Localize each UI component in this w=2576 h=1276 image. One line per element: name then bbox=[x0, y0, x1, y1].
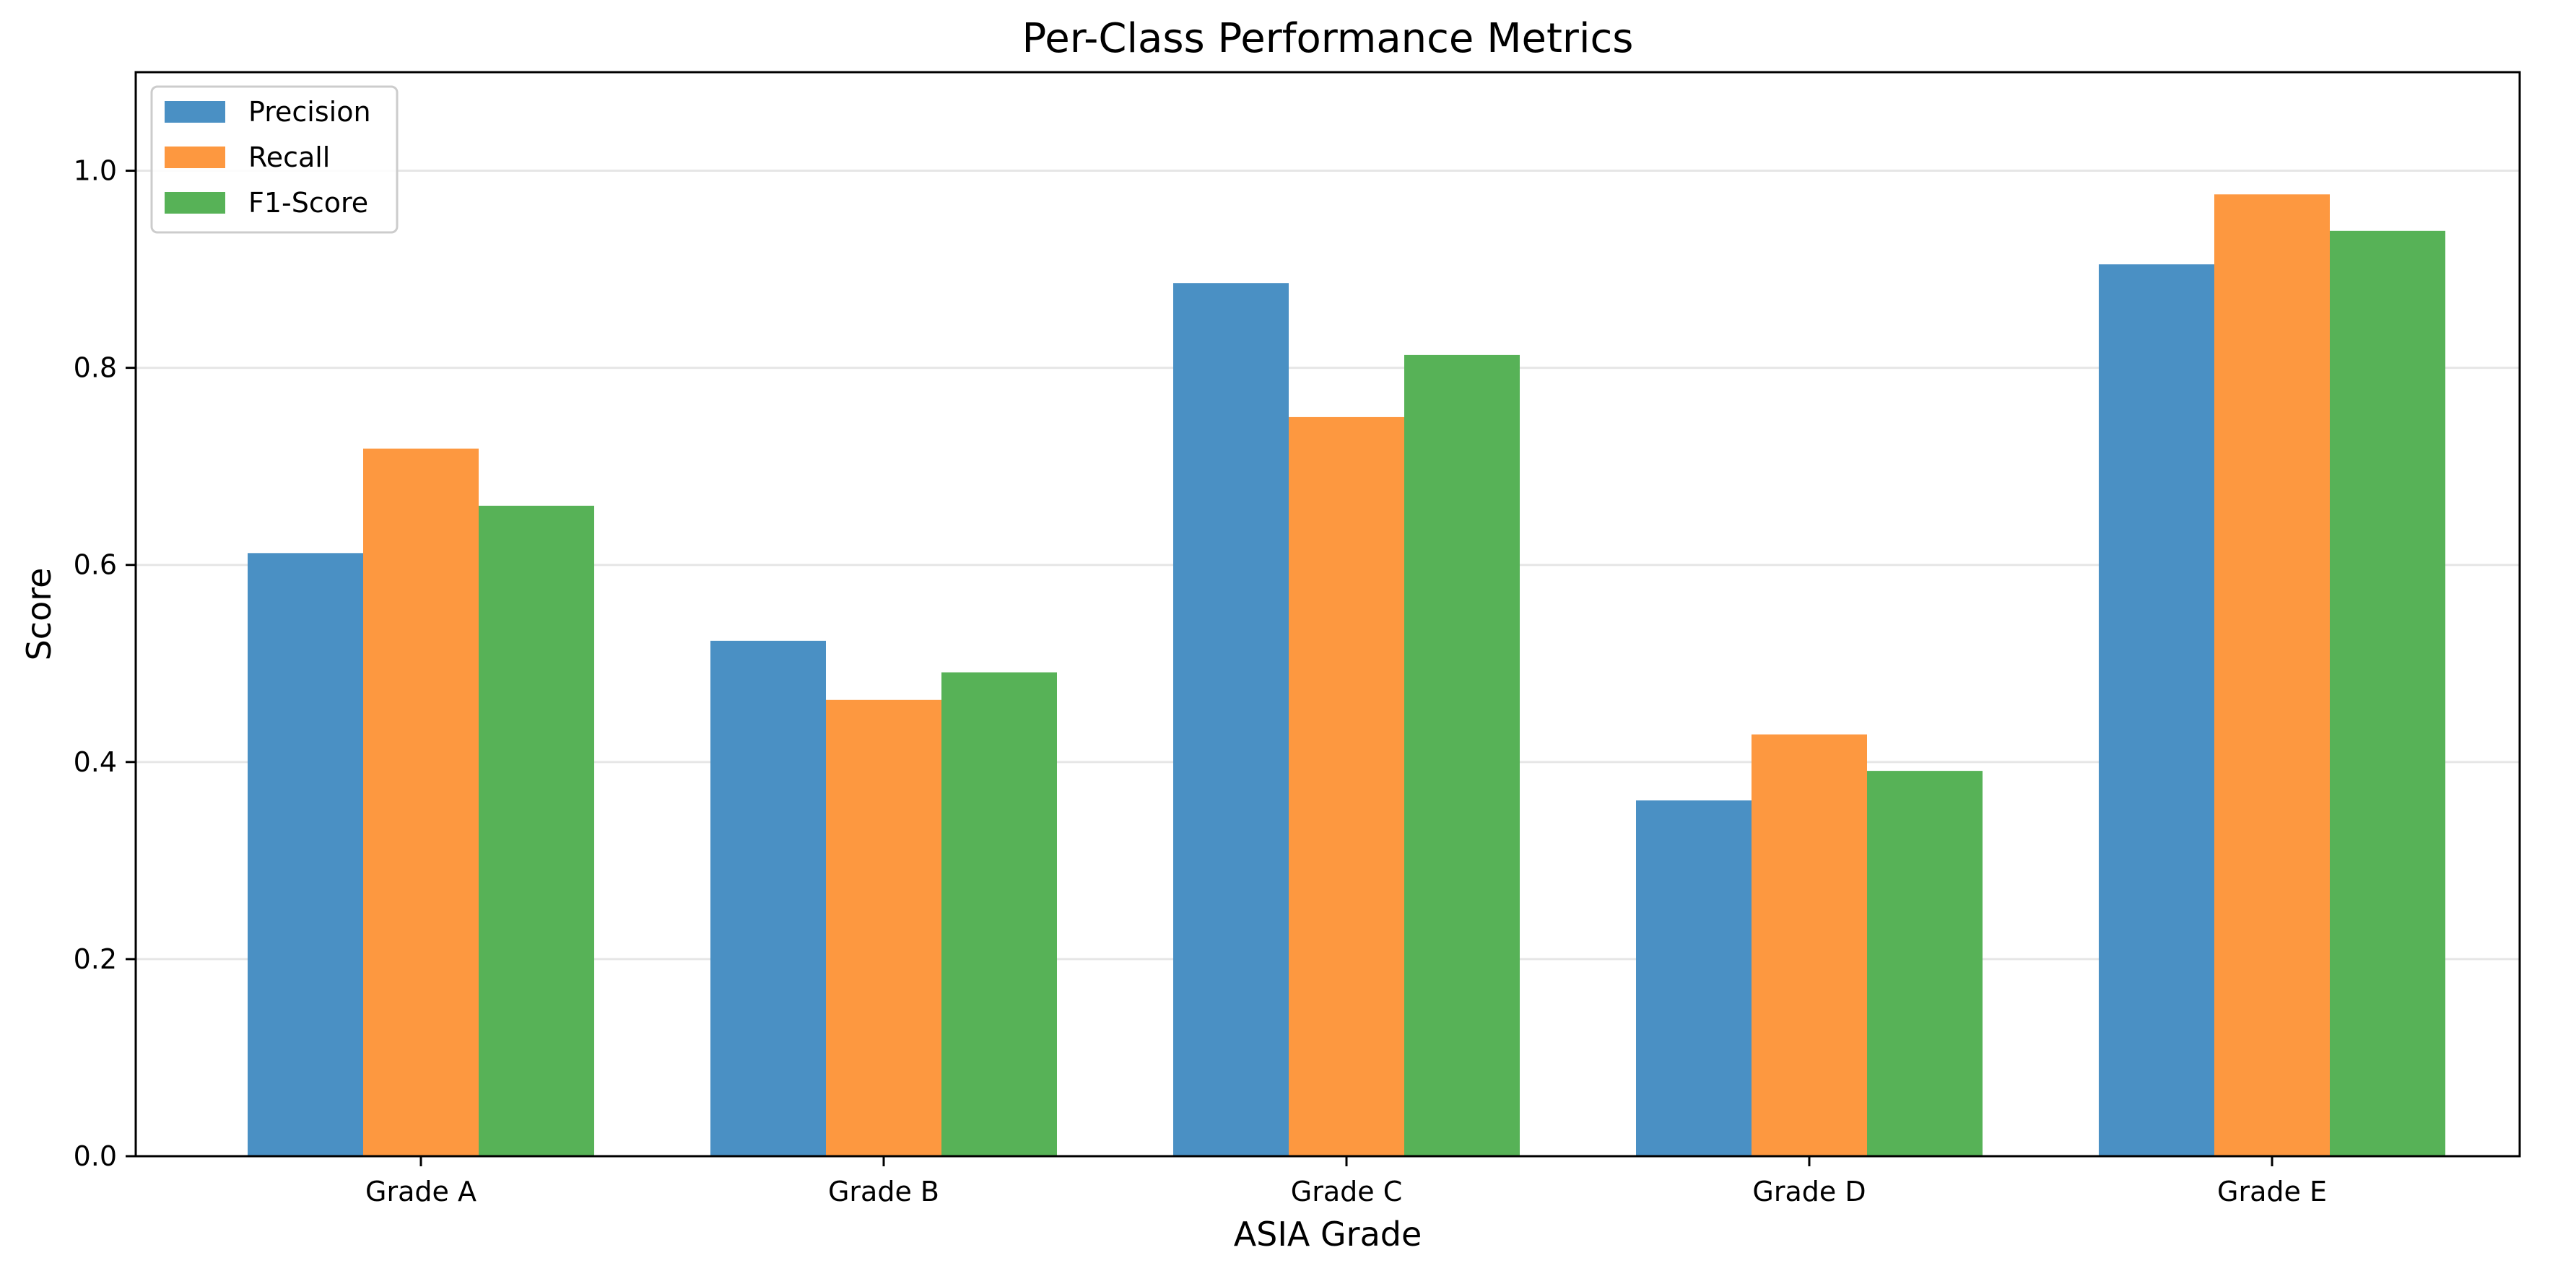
x-tick-label: Grade E bbox=[2217, 1176, 2327, 1207]
plot-frame bbox=[134, 71, 2521, 1158]
bar-recall-grade-d bbox=[1752, 734, 1867, 1156]
x-tick-label: Grade A bbox=[365, 1176, 477, 1207]
y-tick-label: 1.0 bbox=[74, 155, 117, 187]
x-tick-label: Grade B bbox=[828, 1176, 939, 1207]
bar-f1-score-grade-d bbox=[1867, 771, 1983, 1156]
chart-title: Per-Class Performance Metrics bbox=[1022, 15, 1634, 62]
legend-swatch bbox=[165, 101, 225, 123]
bar-f1-score-grade-b bbox=[941, 672, 1057, 1156]
bar-recall-grade-e bbox=[2214, 194, 2330, 1156]
bar-recall-grade-a bbox=[363, 448, 479, 1156]
x-tick-label: Grade C bbox=[1291, 1176, 1402, 1207]
bar-recall-grade-c bbox=[1289, 416, 1404, 1156]
x-tick-label: Grade D bbox=[1752, 1176, 1866, 1207]
bar-f1-score-grade-a bbox=[479, 505, 594, 1156]
bar-precision-grade-e bbox=[2099, 264, 2214, 1156]
y-tick-label: 0.4 bbox=[74, 746, 117, 778]
x-axis-label: ASIA Grade bbox=[1234, 1215, 1422, 1254]
bar-f1-score-grade-e bbox=[2330, 230, 2445, 1157]
y-tick-label: 0.2 bbox=[74, 943, 117, 975]
bar-precision-grade-b bbox=[710, 640, 826, 1156]
bar-f1-score-grade-c bbox=[1404, 354, 1520, 1156]
legend-swatch bbox=[165, 147, 225, 168]
y-tick-label: 0.0 bbox=[74, 1140, 117, 1172]
bar-precision-grade-d bbox=[1636, 800, 1752, 1156]
y-tick-label: 0.6 bbox=[74, 549, 117, 581]
y-axis-label: Score bbox=[19, 568, 58, 661]
legend-label: Recall bbox=[248, 141, 330, 173]
bars bbox=[248, 194, 2445, 1157]
bar-precision-grade-a bbox=[248, 553, 363, 1156]
legend-label: Precision bbox=[248, 96, 371, 128]
x-axis-ticks: Grade A Grade B Grade C Grade D Grade E bbox=[365, 1156, 2327, 1207]
legend-swatch bbox=[165, 192, 225, 214]
bar-precision-grade-c bbox=[1173, 283, 1289, 1156]
y-tick-label: 0.8 bbox=[74, 352, 117, 384]
legend: Precision Recall F1-Score bbox=[150, 85, 399, 234]
legend-label: F1-Score bbox=[248, 187, 368, 219]
y-axis-ticks: 0.0 0.2 0.4 0.6 0.8 1.0 bbox=[74, 155, 136, 1172]
bar-recall-grade-b bbox=[826, 699, 941, 1156]
